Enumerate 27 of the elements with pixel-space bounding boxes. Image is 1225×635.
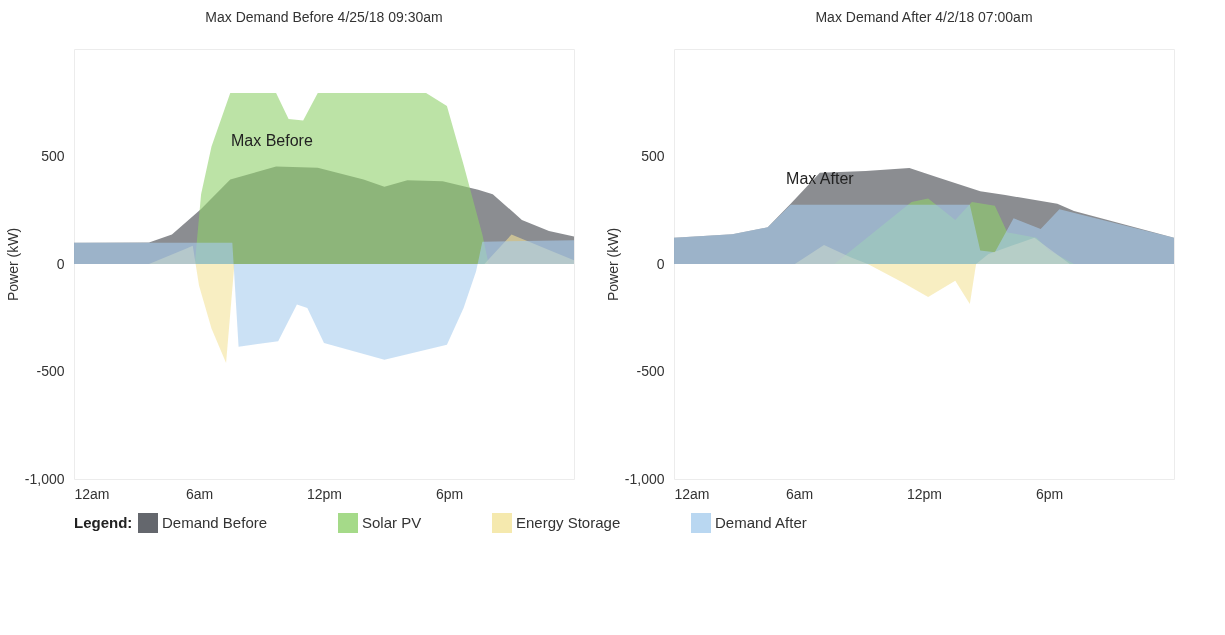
y-tick-label: 0 bbox=[56, 255, 65, 272]
legend-label: Solar PV bbox=[362, 514, 422, 531]
y-tick-label: 500 bbox=[641, 148, 665, 164]
y-tick-label: -500 bbox=[636, 363, 665, 379]
chart-title: Max Demand After 4/2/18 07:00am bbox=[815, 9, 1033, 25]
legend-label: Demand Before bbox=[162, 514, 268, 531]
legend-label: Demand After bbox=[715, 514, 807, 531]
legend-title: Legend: bbox=[74, 514, 133, 531]
legend-label: Energy Storage bbox=[516, 514, 621, 531]
annotation: Max Before bbox=[231, 131, 313, 149]
y-tick-label: -1,000 bbox=[624, 470, 665, 487]
y-tick-label: 500 bbox=[41, 148, 65, 164]
y-axis-title: Power (kW) bbox=[4, 227, 21, 302]
annotation: Max After bbox=[786, 169, 855, 187]
x-tick-label: 6am bbox=[785, 485, 814, 502]
y-tick-label: -500 bbox=[36, 363, 65, 379]
x-tick-label: 6pm bbox=[435, 485, 464, 502]
chart-title: Max Demand Before 4/25/18 09:30am bbox=[205, 9, 443, 25]
x-tick-label: 12pm bbox=[306, 485, 343, 502]
x-tick-label: 12pm bbox=[906, 485, 943, 502]
x-tick-label: 12am bbox=[74, 485, 110, 502]
x-tick-label: 6pm bbox=[1035, 485, 1064, 502]
y-tick-label: 0 bbox=[656, 255, 665, 272]
y-tick-label: -1,000 bbox=[24, 470, 65, 487]
x-tick-label: 6am bbox=[185, 485, 214, 502]
y-axis-title: Power (kW) bbox=[604, 227, 621, 302]
x-tick-label: 12am bbox=[674, 485, 710, 502]
